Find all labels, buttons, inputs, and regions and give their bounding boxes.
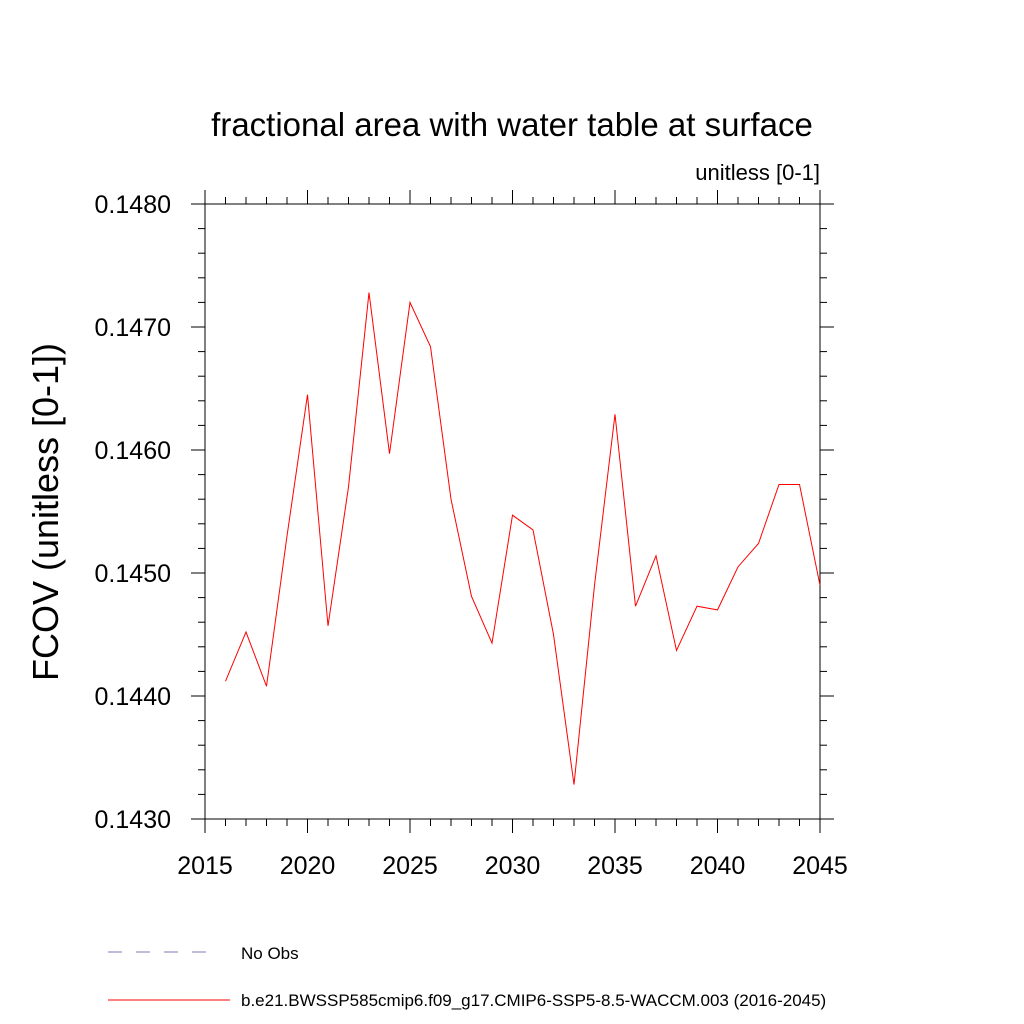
x-tick-label: 2040 [690,852,746,880]
y-tick-label: 0.1450 [95,560,171,588]
y-tick-label: 0.1430 [95,806,171,834]
y-tick-label: 0.1440 [95,683,171,711]
x-tick-labels: 2015 2020 2025 2030 2035 2040 2045 [177,852,848,880]
x-tick-label: 2030 [485,852,541,880]
series-line [225,292,821,785]
legend-label-model: b.e21.BWSSP585cmip6.f09_g17.CMIP6-SSP5-8… [241,991,826,1010]
y-tick-label: 0.1460 [95,437,171,465]
x-tick-label: 2035 [587,852,643,880]
legend: No Obs b.e21.BWSSP585cmip6.f09_g17.CMIP6… [108,944,826,1010]
x-tick-label: 2045 [792,852,848,880]
x-tick-label: 2015 [177,852,233,880]
y-tick-label: 0.1470 [95,314,171,342]
legend-label-no-obs: No Obs [241,944,299,963]
y-tick-labels: 0.1430 0.1440 0.1450 0.1460 0.1470 0.1480 [95,191,171,834]
plot-frame [204,203,821,820]
chart-subtitle-units: unitless [0-1] [695,160,820,185]
x-tick-label: 2020 [280,852,336,880]
series-group [225,292,821,785]
x-tick-label: 2025 [382,852,438,880]
chart-title: fractional area with water table at surf… [211,106,813,143]
minor-ticks [198,197,827,826]
y-axis-label: FCOV (unitless [0-1]) [25,343,66,681]
major-ticks [191,190,834,833]
y-tick-label: 0.1480 [95,191,171,219]
